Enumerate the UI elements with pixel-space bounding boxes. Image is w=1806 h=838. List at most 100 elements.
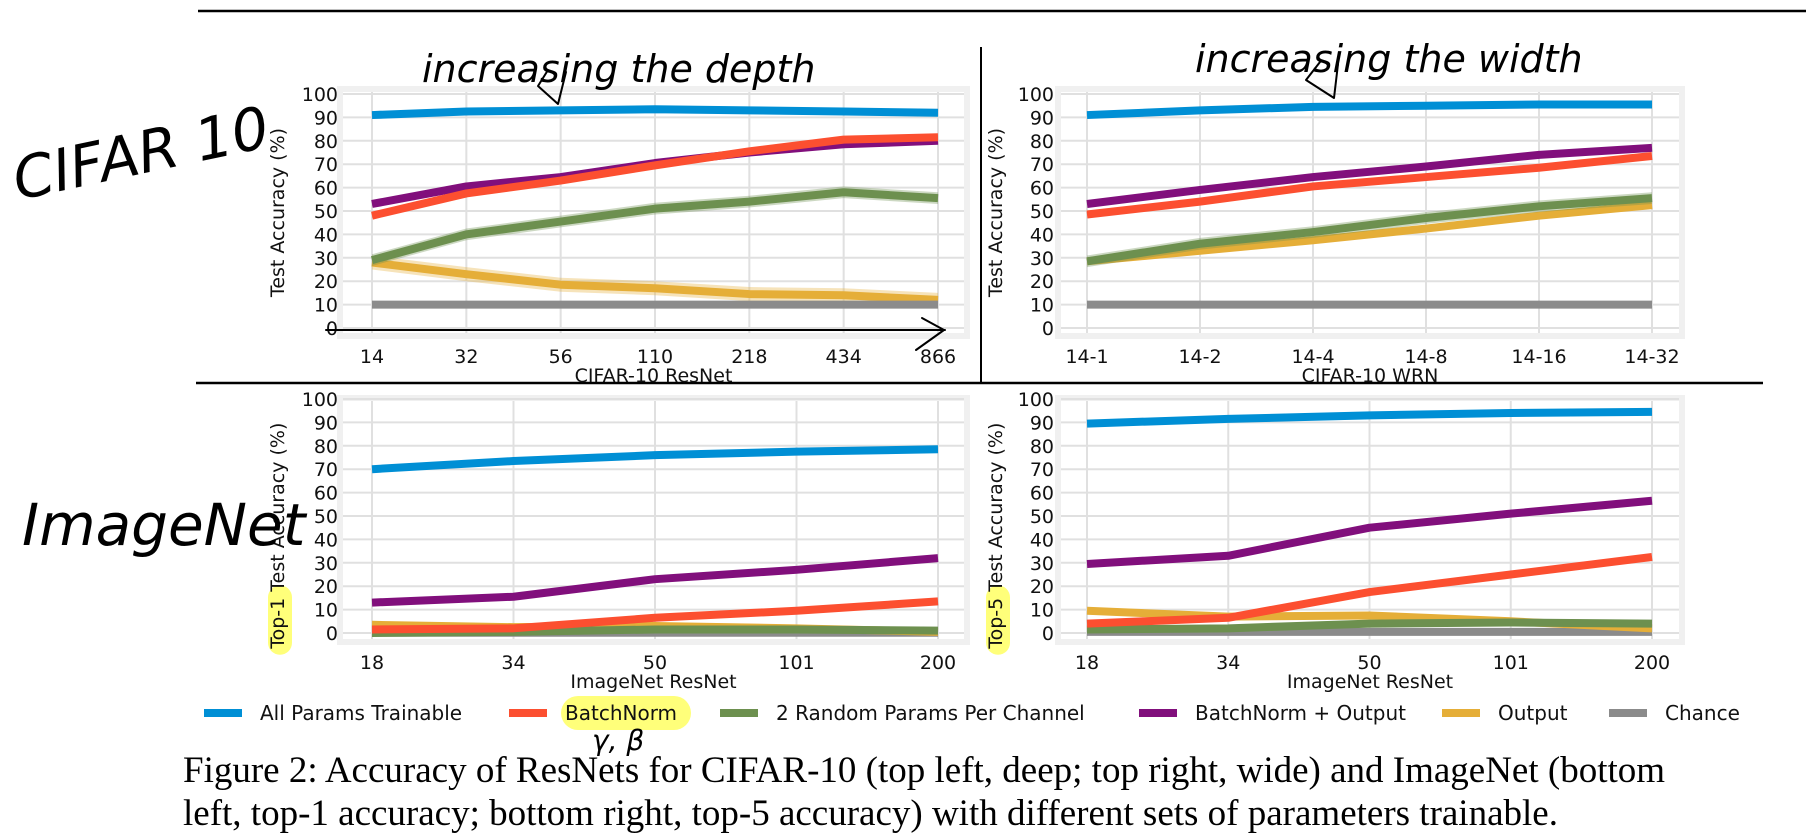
y-tick-label: 100 bbox=[1018, 389, 1054, 411]
y-tick-label: 30 bbox=[314, 248, 338, 270]
series-batchnorm bbox=[1086, 552, 1653, 628]
width-note-text: increasing the width bbox=[1195, 37, 1583, 81]
series-batchnorm-output bbox=[371, 554, 939, 607]
y-label-highlight bbox=[268, 585, 292, 655]
legend-item-2-random-params-per-channel: 2 Random Params Per Channel bbox=[720, 701, 1085, 725]
y-tick-label: 30 bbox=[314, 553, 338, 575]
x-tick-label: 218 bbox=[731, 346, 767, 368]
series-all-params-trainable bbox=[371, 445, 939, 474]
y-tick-label: 40 bbox=[314, 224, 338, 246]
gamma-beta-note: γ, β bbox=[592, 724, 644, 757]
y-tick-label: 50 bbox=[314, 201, 338, 223]
x-tick-label: 50 bbox=[1357, 652, 1381, 674]
x-axis-label: CIFAR-10 WRN bbox=[1302, 365, 1439, 387]
y-tick-label: 100 bbox=[302, 84, 338, 106]
y-tick-label: 60 bbox=[1030, 178, 1054, 200]
y-tick-label: 70 bbox=[314, 154, 338, 176]
x-tick-label: 866 bbox=[920, 346, 956, 368]
legend: All Params Trainable BatchNorm 2 Random Pa… bbox=[204, 696, 1740, 730]
y-tick-label: 50 bbox=[1030, 201, 1054, 223]
x-tick-label: 56 bbox=[549, 346, 573, 368]
series-all-params-trainable bbox=[1086, 100, 1653, 120]
series-output bbox=[1086, 201, 1653, 266]
series-batchnorm bbox=[371, 133, 939, 220]
y-axis-label: Test Accuracy (%) bbox=[267, 128, 289, 298]
depth-arrow-head-icon bbox=[915, 317, 945, 351]
caption-line-2: left, top-1 accuracy; bottom right, top-… bbox=[183, 793, 1558, 834]
handwritten-depth-arrow bbox=[325, 317, 946, 351]
depth-note-text: increasing the depth bbox=[422, 47, 816, 91]
y-axis-label: Top-1 Test Accuracy (%) bbox=[267, 423, 289, 650]
series-batchnorm bbox=[371, 597, 939, 634]
x-tick-label: 434 bbox=[826, 346, 862, 368]
handwritten-cifar10-label: CIFAR 10 bbox=[7, 93, 275, 214]
y-tick-label: 20 bbox=[314, 576, 338, 598]
y-tick-label: 50 bbox=[1030, 506, 1054, 528]
series-line bbox=[1086, 201, 1653, 266]
x-tick-label: 200 bbox=[1634, 652, 1670, 674]
legend-swatch bbox=[204, 709, 242, 717]
x-axis-label: ImageNet ResNet bbox=[1287, 671, 1453, 693]
legend-swatch bbox=[720, 709, 758, 717]
y-tick-label: 10 bbox=[1030, 600, 1054, 622]
y-tick-label: 80 bbox=[314, 436, 338, 458]
legend-item-all-params-trainable: All Params Trainable bbox=[204, 701, 462, 725]
y-tick-label: 90 bbox=[1030, 107, 1054, 129]
y-tick-label: 40 bbox=[1030, 529, 1054, 551]
series-all-params-trainable bbox=[1086, 407, 1653, 428]
x-tick-label: 101 bbox=[1493, 652, 1529, 674]
legend-item-output: Output bbox=[1442, 701, 1568, 725]
y-label-highlight bbox=[986, 585, 1010, 655]
legend-label: 2 Random Params Per Channel bbox=[776, 701, 1085, 725]
y-tick-label: 10 bbox=[1030, 295, 1054, 317]
cifar10-label-text: CIFAR 10 bbox=[7, 93, 275, 214]
y-tick-label: 10 bbox=[314, 600, 338, 622]
legend-swatch bbox=[1139, 709, 1177, 717]
legend-label: Output bbox=[1498, 701, 1568, 725]
series-2-random-params-per-channel bbox=[1086, 192, 1653, 268]
y-tick-label: 100 bbox=[1018, 84, 1054, 106]
legend-highlight bbox=[561, 696, 691, 730]
x-tick-label: 110 bbox=[637, 346, 673, 368]
legend-item-batchnorm: BatchNorm bbox=[509, 696, 691, 730]
handwritten-imagenet-label: ImageNet bbox=[22, 491, 308, 559]
y-axis-label: Test Accuracy (%) bbox=[985, 128, 1007, 298]
x-tick-label: 14-1 bbox=[1065, 346, 1108, 368]
series-2-random-params-per-channel bbox=[370, 186, 939, 266]
y-tick-label: 20 bbox=[1030, 576, 1054, 598]
series-output bbox=[371, 255, 939, 307]
series-2-random-params-per-channel bbox=[1086, 618, 1653, 634]
legend-label: Chance bbox=[1665, 701, 1740, 725]
x-tick-label: 34 bbox=[1216, 652, 1240, 674]
y-tick-label: 90 bbox=[1030, 412, 1054, 434]
y-tick-label: 30 bbox=[1030, 248, 1054, 270]
y-tick-label: 80 bbox=[314, 131, 338, 153]
series-batchnorm-output bbox=[1086, 496, 1653, 568]
series-batchnorm-output bbox=[1086, 143, 1653, 208]
handwritten-width-note: increasing the width bbox=[1195, 37, 1583, 99]
width-caret-icon bbox=[1305, 61, 1339, 99]
x-tick-label: 18 bbox=[1075, 652, 1099, 674]
y-tick-label: 60 bbox=[314, 178, 338, 200]
x-axis-label: ImageNet ResNet bbox=[570, 671, 736, 693]
x-axis-label: CIFAR-10 ResNet bbox=[575, 365, 733, 387]
series-line bbox=[1086, 143, 1653, 208]
legend-swatch bbox=[1442, 709, 1480, 717]
imagenet-label-text: ImageNet bbox=[22, 491, 308, 559]
y-tick-label: 90 bbox=[314, 412, 338, 434]
legend-label: BatchNorm bbox=[565, 701, 677, 725]
handwritten-depth-note: increasing the depth bbox=[422, 47, 816, 105]
caption-line-1: Figure 2: Accuracy of ResNets for CIFAR-… bbox=[183, 750, 1666, 791]
x-tick-label: 18 bbox=[360, 652, 384, 674]
series-batchnorm bbox=[1086, 152, 1653, 219]
x-tick-label: 14-2 bbox=[1178, 346, 1221, 368]
y-tick-label: 0 bbox=[1042, 623, 1054, 645]
y-tick-label: 40 bbox=[1030, 224, 1054, 246]
y-tick-label: 70 bbox=[1030, 459, 1054, 481]
series-all-params-trainable bbox=[371, 105, 939, 120]
